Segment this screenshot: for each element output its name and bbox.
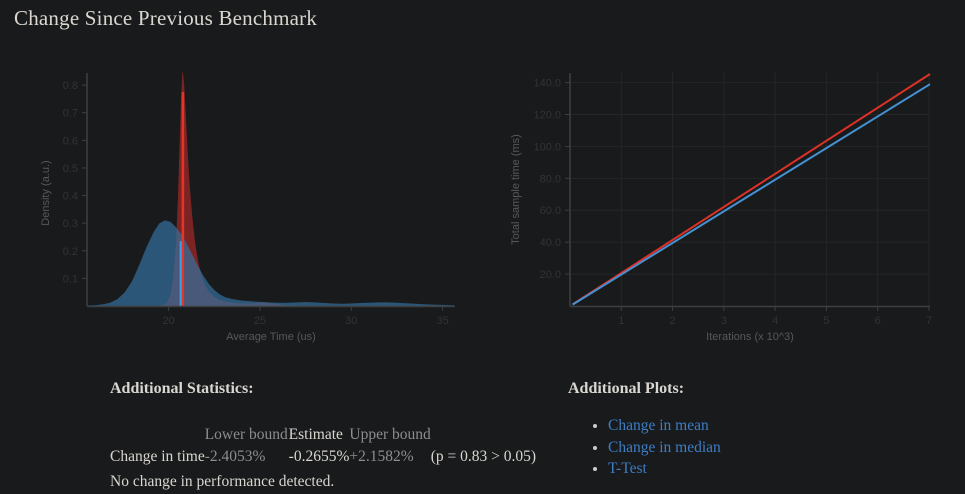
estimate-value: -0.2655% bbox=[288, 448, 350, 465]
svg-text:25: 25 bbox=[254, 315, 266, 327]
svg-text:1: 1 bbox=[618, 315, 624, 327]
iteration-times-chart-svg: 20.0 40.0 60.0 80.0 100.0 120.0 140.0 1 2 3 4 5 6 7 It… bbox=[510, 73, 932, 343]
statistics-header-row: Lower bound Estimate Upper bound bbox=[110, 424, 580, 446]
svg-text:60.0: 60.0 bbox=[540, 205, 561, 217]
statistics-table: Lower bound Estimate Upper bound Change … bbox=[110, 424, 580, 468]
svg-text:80.0: 80.0 bbox=[540, 173, 561, 185]
svg-text:0.7: 0.7 bbox=[63, 108, 78, 120]
additional-statistics-heading: Additional Statistics: bbox=[110, 380, 254, 397]
additional-statistics-section: Additional Statistics: Lower bound Estim… bbox=[110, 380, 580, 491]
additional-plots-heading: Additional Plots: bbox=[568, 380, 685, 397]
svg-text:Density (a.u.): Density (a.u.) bbox=[40, 160, 52, 225]
empty-header-cell bbox=[110, 424, 205, 446]
svg-text:0.3: 0.3 bbox=[63, 218, 78, 230]
change-in-mean-link[interactable]: Change in mean bbox=[608, 417, 709, 434]
svg-text:0.1: 0.1 bbox=[63, 273, 78, 285]
svg-text:5: 5 bbox=[823, 315, 829, 327]
lower-bound-value: -2.4053% bbox=[204, 448, 266, 465]
plots-link-list: Change in mean Change in median T-Test bbox=[568, 415, 868, 480]
page-title: Change Since Previous Benchmark bbox=[14, 6, 318, 30]
row-label: Change in time bbox=[110, 448, 205, 465]
svg-text:Total sample time (ms): Total sample time (ms) bbox=[510, 134, 522, 245]
svg-text:30: 30 bbox=[345, 315, 357, 327]
upper-bound-value: +2.1582% bbox=[349, 448, 414, 465]
svg-text:Average Time (us): Average Time (us) bbox=[226, 331, 316, 343]
svg-text:2: 2 bbox=[670, 315, 676, 327]
svg-text:20: 20 bbox=[163, 315, 175, 327]
density-plot-thumbnail[interactable]: 0.1 0.2 0.3 0.4 0.5 0.6 0.7 0.8 20 25 30 35 Average … bbox=[35, 55, 470, 360]
svg-text:20.0: 20.0 bbox=[540, 269, 561, 281]
svg-text:120.0: 120.0 bbox=[533, 109, 561, 121]
list-item: Change in mean bbox=[608, 415, 868, 437]
svg-text:0.8: 0.8 bbox=[63, 80, 78, 92]
svg-text:0.2: 0.2 bbox=[63, 246, 78, 258]
empty-header-cell bbox=[431, 424, 580, 446]
svg-text:6: 6 bbox=[875, 315, 881, 327]
density-chart-svg: 0.1 0.2 0.3 0.4 0.5 0.6 0.7 0.8 20 25 30 35 Average … bbox=[40, 71, 455, 343]
list-item: Change in median bbox=[608, 437, 868, 459]
change-in-median-link[interactable]: Change in median bbox=[608, 438, 721, 456]
conclusion-text: No change in performance detected. bbox=[110, 473, 335, 490]
svg-text:0.4: 0.4 bbox=[63, 191, 78, 203]
iteration-times-plot-thumbnail[interactable]: 20.0 40.0 60.0 80.0 100.0 120.0 140.0 1 2 3 4 5 6 7 It… bbox=[505, 55, 945, 360]
p-value: (p = 0.83 > 0.05) bbox=[430, 448, 537, 465]
svg-text:140.0: 140.0 bbox=[533, 78, 561, 90]
lower-bound-header: Lower bound bbox=[204, 426, 288, 443]
svg-text:40.0: 40.0 bbox=[540, 237, 561, 249]
svg-text:0.5: 0.5 bbox=[63, 163, 78, 175]
estimate-header: Estimate bbox=[288, 426, 343, 443]
change-in-time-row: Change in time -2.4053% -0.2655% +2.1582… bbox=[110, 446, 580, 468]
svg-text:100.0: 100.0 bbox=[533, 141, 561, 153]
svg-text:7: 7 bbox=[926, 315, 932, 327]
svg-text:4: 4 bbox=[772, 315, 778, 327]
additional-plots-section: Additional Plots: Change in mean Change … bbox=[568, 380, 868, 480]
svg-text:3: 3 bbox=[721, 315, 727, 327]
svg-text:0.6: 0.6 bbox=[63, 135, 78, 147]
t-test-link[interactable]: T-Test bbox=[608, 460, 647, 477]
svg-text:35: 35 bbox=[436, 315, 448, 327]
upper-bound-header: Upper bound bbox=[349, 426, 431, 443]
list-item: T-Test bbox=[608, 458, 868, 480]
svg-text:Iterations (x 10^3): Iterations (x 10^3) bbox=[706, 331, 794, 343]
